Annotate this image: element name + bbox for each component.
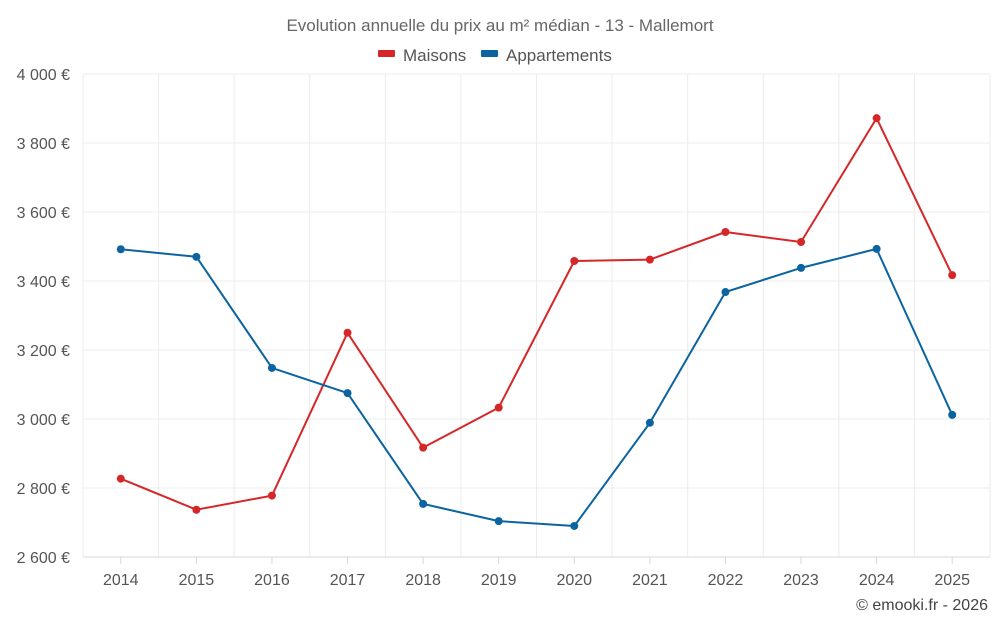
data-point-maisons[interactable]	[267, 491, 276, 500]
legend-item-appartements[interactable]: Appartements	[481, 46, 612, 65]
legend-label-maisons: Maisons	[403, 46, 466, 65]
grid	[82, 73, 991, 557]
data-point-appartements[interactable]	[570, 521, 579, 530]
legend-item-maisons[interactable]: Maisons	[378, 46, 466, 65]
data-point-appartements[interactable]	[116, 245, 125, 254]
data-point-appartements[interactable]	[192, 252, 201, 261]
data-point-appartements[interactable]	[797, 263, 806, 272]
data-point-maisons[interactable]	[645, 255, 654, 264]
data-point-maisons[interactable]	[494, 403, 503, 412]
data-point-maisons[interactable]	[872, 114, 881, 123]
copyright-notice: © emooki.fr - 2026	[856, 597, 988, 614]
x-axis: 2014 2015 2016 2017 2018 2019 2020 2021 2022 2023…	[83, 556, 990, 589]
data-point-appartements[interactable]	[721, 288, 730, 297]
series-line-maisons	[120, 117, 954, 511]
data-point-maisons[interactable]	[192, 505, 201, 514]
data-point-maisons[interactable]	[570, 256, 579, 265]
y-axis: 2 600 € 2 800 € 3 000 € 3 200 € 3 400 € 3 600…	[17, 67, 70, 567]
series-line-appartements	[120, 247, 954, 527]
data-point-appartements[interactable]	[343, 389, 352, 398]
y-tick-label: 3 000 €	[17, 412, 70, 429]
data-point-maisons[interactable]	[721, 228, 730, 237]
x-tick-label: 2016	[254, 572, 290, 589]
y-tick-label: 4 000 €	[17, 67, 70, 84]
data-point-appartements[interactable]	[872, 244, 881, 253]
chart-title: Evolution annuelle du prix au m² médian …	[286, 16, 713, 35]
y-tick-label: 3 200 €	[17, 343, 70, 360]
data-point-maisons[interactable]	[948, 271, 957, 280]
x-tick-label: 2021	[632, 572, 668, 589]
x-tick-label: 2022	[708, 572, 744, 589]
y-tick-label: 2 800 €	[17, 481, 70, 498]
data-point-appartements[interactable]	[267, 363, 276, 372]
data-point-maisons[interactable]	[419, 443, 428, 452]
data-point-appartements[interactable]	[948, 410, 957, 419]
series-layer	[116, 114, 957, 530]
series-maisons	[116, 114, 957, 514]
legend-label-appartements: Appartements	[506, 46, 612, 65]
data-point-maisons[interactable]	[116, 474, 125, 483]
x-tick-label: 2018	[405, 572, 441, 589]
x-tick-label: 2024	[859, 572, 895, 589]
data-point-appartements[interactable]	[419, 499, 428, 508]
y-tick-label: 3 400 €	[17, 274, 70, 291]
y-tick-label: 2 600 €	[17, 550, 70, 567]
series-appartements	[116, 244, 957, 530]
x-tick-label: 2017	[330, 572, 366, 589]
data-point-appartements[interactable]	[645, 418, 654, 427]
x-tick-label: 2014	[103, 572, 139, 589]
data-point-appartements[interactable]	[494, 517, 503, 526]
legend-swatch-appartements	[481, 50, 498, 57]
x-tick-label: 2023	[783, 572, 819, 589]
data-point-maisons[interactable]	[797, 238, 806, 247]
x-tick-label: 2020	[556, 572, 592, 589]
x-tick-label: 2015	[179, 572, 215, 589]
y-tick-label: 3 600 €	[17, 205, 70, 222]
x-tick-label: 2019	[481, 572, 517, 589]
y-tick-label: 3 800 €	[17, 136, 70, 153]
legend-swatch-maisons	[378, 50, 395, 57]
legend: Maisons Appartements	[378, 46, 612, 65]
x-tick-label: 2025	[934, 572, 970, 589]
data-point-maisons[interactable]	[343, 328, 352, 337]
